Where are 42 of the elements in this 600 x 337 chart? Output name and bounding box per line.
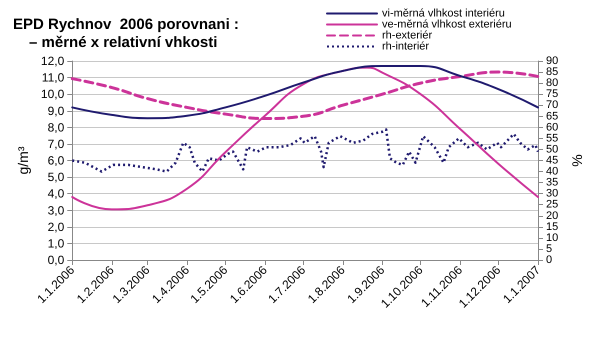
y2-tick-label: 85 <box>546 66 558 78</box>
line-series <box>71 66 539 210</box>
y-axis-title: g/m³ <box>15 146 31 174</box>
y-tick-label: 6,0 <box>48 154 65 168</box>
y2-tick-label: 75 <box>546 88 558 100</box>
y2-tick-label: 70 <box>546 99 558 112</box>
y2-tick-label: 50 <box>546 143 558 156</box>
y-tick-label: 4,0 <box>48 186 65 201</box>
y2-tick-label: 65 <box>546 110 558 122</box>
y-tick-label: 11,0 <box>42 70 65 85</box>
y-tick-label: 7,0 <box>48 136 65 151</box>
legend-label: vi-měrná vlhkost interiéru <box>382 8 505 20</box>
y-tick-label: 2,0 <box>48 220 65 234</box>
y2-tick-label: 90 <box>546 55 558 67</box>
legend-label: rh-exteriér <box>382 30 432 42</box>
y-tick-label: 10,0 <box>40 87 65 102</box>
y2-tick-label: 40 <box>546 166 558 178</box>
y-tick-label: 0,0 <box>48 253 65 267</box>
y-tick-label: 12,0 <box>40 54 65 68</box>
y2-tick-label: 35 <box>546 176 558 189</box>
chart-title: EPD Rychnov 2006 porovnani : <box>13 16 239 33</box>
y2-tick-label: 25 <box>546 198 558 211</box>
y2-tick-label: 45 <box>546 154 558 166</box>
y-tick-label: 3,0 <box>48 203 65 218</box>
chart-subtitle: – měrné x relativní vhkosti <box>29 34 218 51</box>
line-series <box>71 128 540 173</box>
legend-label: rh-interiér <box>382 40 430 52</box>
y2-tick-label: 5 <box>546 242 552 255</box>
y2-tick-label: 80 <box>546 77 558 90</box>
y2-tick-label: 55 <box>546 132 558 144</box>
y-tick-label: 1,0 <box>48 236 65 250</box>
y-tick-label: 9,0 <box>48 104 65 118</box>
y-tick-label: 5,0 <box>48 170 65 184</box>
y2-tick-label: 20 <box>546 210 558 222</box>
y2-tick-label: 10 <box>546 232 558 244</box>
y2-tick-label: 60 <box>546 121 558 134</box>
legend-label: ve-měrná vlhkost exteriéru <box>382 18 512 30</box>
y2-tick-label: 0 <box>546 254 552 266</box>
y-tick-label: 8,0 <box>48 120 65 134</box>
y2-tick-label: 30 <box>546 188 558 200</box>
y2-axis-title: % <box>569 154 585 167</box>
y2-tick-label: 15 <box>546 220 558 233</box>
